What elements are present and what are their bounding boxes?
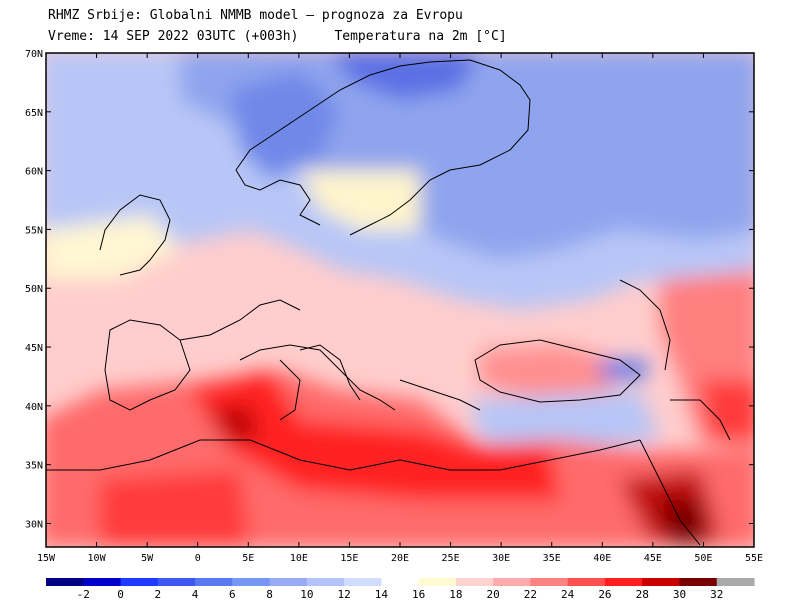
colorbar-label: 24 <box>561 588 575 600</box>
lat-tick-label: 65N <box>25 108 43 119</box>
colorbar-label: 28 <box>636 588 649 600</box>
lon-tick-label: 5E <box>242 553 254 564</box>
colorbar-swatch <box>716 578 755 586</box>
colorbar-label: 10 <box>300 588 313 600</box>
lon-tick-label: 10E <box>290 553 308 564</box>
colorbar-label: 12 <box>337 588 350 600</box>
colorbar-label: 32 <box>710 588 723 600</box>
lat-tick-label: 50N <box>25 284 43 295</box>
colorbar-label: 16 <box>412 588 425 600</box>
lat-tick-label: 70N <box>25 49 43 60</box>
lon-tick-label: 15E <box>340 553 358 564</box>
colorbar-swatch <box>530 578 569 586</box>
lat-tick-label: 60N <box>25 167 43 178</box>
lat-tick-label: 40N <box>25 402 43 413</box>
chart-subtitle: Vreme: 14 SEP 2022 03UTC (+003h) Temperat… <box>48 29 507 44</box>
lon-tick-label: 25E <box>442 553 460 564</box>
lon-tick-label: 0 <box>195 553 201 564</box>
colorbar-label: -2 <box>77 588 90 600</box>
colorbar: -2 0 2 4 6 8 10 12 14 16 18 20 22 24 26 28 30 32 <box>46 578 755 600</box>
colorbar-label: 22 <box>524 588 537 600</box>
lon-tick-label: 45E <box>644 553 662 564</box>
colorbar-swatch <box>83 578 122 586</box>
lon-tick-label: 10W <box>88 553 107 564</box>
coastlines <box>46 59 731 546</box>
valid-time: Vreme: 14 SEP 2022 03UTC (+003h) <box>48 29 299 44</box>
colorbar-swatch <box>46 578 84 586</box>
lat-tick-label: 55N <box>25 225 43 236</box>
lat-tick-labels: 70N 65N 60N 55N 50N 45N 40N 35N 30N <box>25 49 43 530</box>
lon-tick-labels: 15W 10W 5W 0 5E 10E 15E 20E 25E 30E 35E 40E 45E 50E 55… <box>37 553 763 564</box>
colorbar-label: 0 <box>117 588 124 600</box>
colorbar-swatch <box>604 578 643 586</box>
colorbar-swatch <box>642 578 680 586</box>
colorbar-label: 26 <box>598 588 611 600</box>
field-name: Temperatura na 2m [°C] <box>334 29 507 44</box>
colorbar-swatch <box>567 578 606 586</box>
colorbar-label: 4 <box>192 588 199 600</box>
map-frame-box <box>45 52 755 548</box>
colorbar-label: 30 <box>673 588 686 600</box>
colorbar-label: 14 <box>375 588 389 600</box>
lon-tick-label: 40E <box>593 553 611 564</box>
colorbar-swatch <box>157 578 196 586</box>
colorbar-swatch <box>381 578 420 586</box>
lon-tick-label: 30E <box>492 553 510 564</box>
lat-tick-label: 45N <box>25 343 43 354</box>
colorbar-label: 6 <box>229 588 236 600</box>
colorbar-swatch <box>269 578 308 586</box>
chart-title: RHMZ Srbije: Globalni NMMB model — progn… <box>48 8 463 23</box>
colorbar-label: 20 <box>487 588 500 600</box>
colorbar-swatch <box>679 578 718 586</box>
colorbar-swatch <box>232 578 271 586</box>
colorbar-label: 2 <box>154 588 161 600</box>
colorbar-label: 8 <box>266 588 273 600</box>
colorbar-swatch <box>418 578 457 586</box>
colorbar-swatch <box>455 578 494 586</box>
colorbar-swatch <box>306 578 345 586</box>
colorbar-swatch <box>195 578 233 586</box>
lon-tick-label: 20E <box>391 553 409 564</box>
lat-tick-label: 30N <box>25 519 43 530</box>
temperature-field <box>46 53 754 547</box>
lon-tick-label: 35E <box>543 553 561 564</box>
colorbar-label: 18 <box>449 588 462 600</box>
lat-tick-label: 35N <box>25 461 43 472</box>
colorbar-swatch <box>120 578 159 586</box>
lon-tick-label: 5W <box>141 553 154 564</box>
lon-tick-label: 55E <box>745 553 763 564</box>
colorbar-swatch <box>493 578 531 586</box>
lon-tick-label: 15W <box>37 553 56 564</box>
lon-tick-label: 50E <box>694 553 712 564</box>
colorbar-swatch <box>344 578 382 586</box>
